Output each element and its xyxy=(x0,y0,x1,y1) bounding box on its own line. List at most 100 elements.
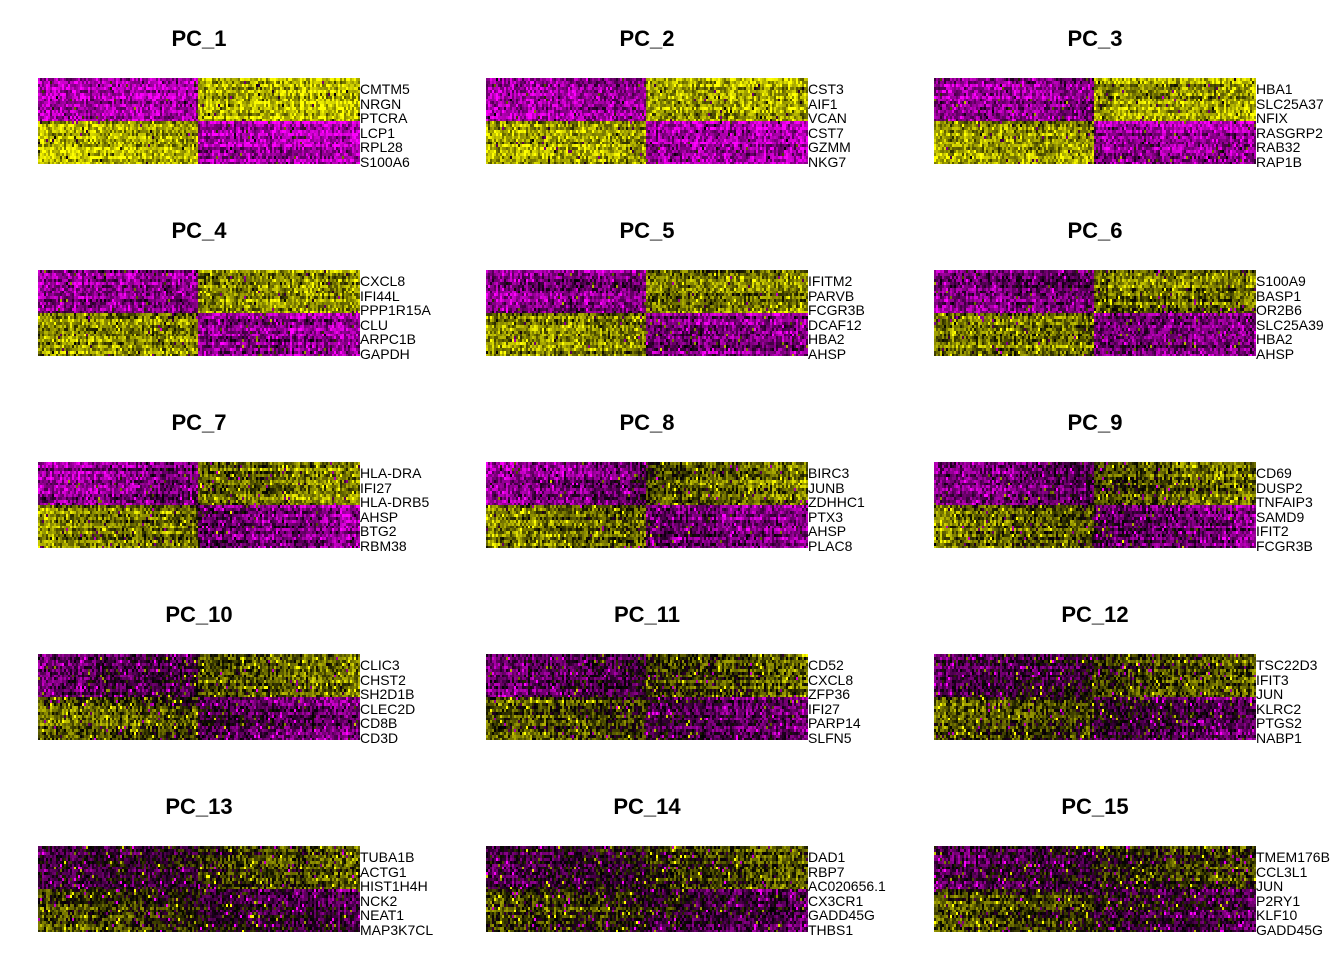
gene-label: IFITM2 xyxy=(808,273,853,289)
gene-label: PARP14 xyxy=(808,715,861,731)
heatmap-cells xyxy=(38,270,360,356)
gene-label: CXCL8 xyxy=(360,273,406,289)
gene-label: ACTG1 xyxy=(360,863,407,880)
gene-label: RAP1B xyxy=(1256,153,1302,170)
gene-label: IFI44L xyxy=(360,287,400,304)
gene-label: TNFAIP3 xyxy=(1256,494,1313,510)
gene-label: AIF1 xyxy=(808,95,838,112)
gene-label: CLEC2D xyxy=(360,700,416,717)
gene-label: HBA2 xyxy=(808,331,845,347)
gene-label-list: CLIC3 CHST2 SH2D1B CLEC2D CD8B CD3D xyxy=(360,658,448,748)
heatmap-cells xyxy=(486,462,808,548)
panel-title: PC_7 xyxy=(171,410,227,435)
heatmap-cells xyxy=(38,78,360,164)
gene-label: JUN xyxy=(1256,878,1284,894)
gene-label: RPL28 xyxy=(360,139,403,155)
heatmap-cells xyxy=(38,846,360,932)
gene-label: DAD1 xyxy=(808,849,846,865)
gene-label: CMTM5 xyxy=(360,81,410,97)
panel-title: PC_3 xyxy=(1067,26,1123,51)
panel-title: PC_6 xyxy=(1067,218,1123,243)
gene-label-list: CD52 CXCL8 ZFP36 IFI27 PARP14 SLFN5 xyxy=(808,658,896,748)
panel-title: PC_4 xyxy=(171,218,227,243)
heatmap-cells xyxy=(38,654,360,740)
gene-label: CD52 xyxy=(808,657,844,673)
gene-label: TUBA1B xyxy=(360,849,415,865)
gene-label: NFIX xyxy=(1256,110,1288,126)
gene-label: CD3D xyxy=(360,729,399,746)
gene-label: ZDHHC1 xyxy=(808,494,865,510)
gene-label: ARPC1B xyxy=(360,331,417,347)
heatmap-panel: PC_11 CD52 CXCL8 ZFP36 IFI27 PARP14 SLFN5 xyxy=(448,576,896,768)
gene-label: NEAT1 xyxy=(360,907,405,923)
gene-label: PARVB xyxy=(808,287,855,304)
gene-label: HLA-DRA xyxy=(360,465,422,481)
gene-label: GAPDH xyxy=(360,345,410,362)
gene-label: SH2D1B xyxy=(360,686,415,702)
gene-label: SLC25A39 xyxy=(1256,316,1324,333)
panel-title: PC_12 xyxy=(1061,602,1129,627)
gene-label: FCGR3B xyxy=(1256,537,1313,554)
panel-title: PC_1 xyxy=(171,26,227,51)
heatmap-panel: PC_12 TSC22D3 IFIT3 JUN KLRC2 PTGS2 NABP1 xyxy=(896,576,1344,768)
gene-label: CLU xyxy=(360,316,389,333)
heatmap-cells xyxy=(486,846,808,932)
gene-label: HIST1H4H xyxy=(360,878,428,894)
gene-label: PTX3 xyxy=(808,508,844,525)
panel-title: PC_15 xyxy=(1061,794,1129,819)
gene-label: RBM38 xyxy=(360,537,407,554)
heatmap-cells xyxy=(934,846,1256,932)
heatmap-panel: PC_5 IFITM2 PARVB FCGR3B DCAF12 HBA2 AHSP xyxy=(448,192,896,384)
gene-label: RBP7 xyxy=(808,863,845,880)
gene-label: CD8B xyxy=(360,715,398,731)
panel-title: PC_11 xyxy=(613,602,681,627)
gene-label: S100A6 xyxy=(360,153,410,170)
gene-label: HLA-DRB5 xyxy=(360,494,430,510)
gene-label: AHSP xyxy=(360,508,399,525)
gene-label-list: CMTM5 NRGN PTCRA LCP1 RPL28 S100A6 xyxy=(360,82,448,172)
gene-label: JUNB xyxy=(808,479,845,496)
panel-title: PC_14 xyxy=(613,794,681,819)
gene-label: CX3CR1 xyxy=(808,892,864,909)
gene-label: BIRC3 xyxy=(808,465,850,481)
gene-label: PPP1R15A xyxy=(360,302,431,318)
gene-label: NABP1 xyxy=(1256,729,1302,746)
gene-label: SLFN5 xyxy=(808,729,852,746)
gene-label: OR2B6 xyxy=(1256,302,1302,318)
heatmap-panel: PC_15 TMEM176B CCL3L1 JUN P2RY1 KLF10 GADD45G xyxy=(896,768,1344,960)
gene-label-list: S100A9 BASP1 OR2B6 SLC25A39 HBA2 AHSP xyxy=(1256,274,1344,364)
gene-label: AHSP xyxy=(808,523,847,539)
heatmap-cells xyxy=(38,462,360,548)
gene-label: AHSP xyxy=(1256,345,1295,362)
panel-title: PC_10 xyxy=(165,602,233,627)
heatmap-cells xyxy=(934,78,1256,164)
gene-label: DUSP2 xyxy=(1256,479,1303,496)
heatmap-panel: PC_14 DAD1 RBP7 AC020656.1 CX3CR1 GADD45G THBS… xyxy=(448,768,896,960)
gene-label: ZFP36 xyxy=(808,686,851,702)
gene-label: MAP3K7CL xyxy=(360,921,434,938)
gene-label: AC020656.1 xyxy=(808,878,886,894)
gene-label: LCP1 xyxy=(360,124,396,141)
gene-label: DCAF12 xyxy=(808,316,862,333)
gene-label: GADD45G xyxy=(1256,921,1323,938)
gene-label-list: TMEM176B CCL3L1 JUN P2RY1 KLF10 GADD45G xyxy=(1256,850,1344,940)
gene-label: CST7 xyxy=(808,124,844,141)
heatmap-panel: PC_2 CST3 AIF1 VCAN CST7 GZMM NKG7 xyxy=(448,0,896,192)
heatmap-cells xyxy=(934,270,1256,356)
gene-label-list: BIRC3 JUNB ZDHHC1 PTX3 AHSP PLAC8 xyxy=(808,466,896,556)
gene-label: JUN xyxy=(1256,686,1284,702)
gene-label: PTGS2 xyxy=(1256,715,1302,731)
gene-label: KLF10 xyxy=(1256,907,1298,923)
gene-label: CCL3L1 xyxy=(1256,863,1308,880)
gene-label: AHSP xyxy=(808,345,847,362)
gene-label: RASGRP2 xyxy=(1256,124,1323,141)
heatmap-panel: PC_10 CLIC3 CHST2 SH2D1B CLEC2D CD8B CD3D xyxy=(0,576,448,768)
gene-label-list: TSC22D3 IFIT3 JUN KLRC2 PTGS2 NABP1 xyxy=(1256,658,1344,748)
panel-title: PC_13 xyxy=(165,794,233,819)
panel-title: PC_9 xyxy=(1067,410,1123,435)
gene-label: BTG2 xyxy=(360,523,397,539)
heatmap-cells xyxy=(934,462,1256,548)
heatmap-cells xyxy=(486,270,808,356)
heatmap-panel: PC_6 S100A9 BASP1 OR2B6 SLC25A39 HBA2 AHSP xyxy=(896,192,1344,384)
